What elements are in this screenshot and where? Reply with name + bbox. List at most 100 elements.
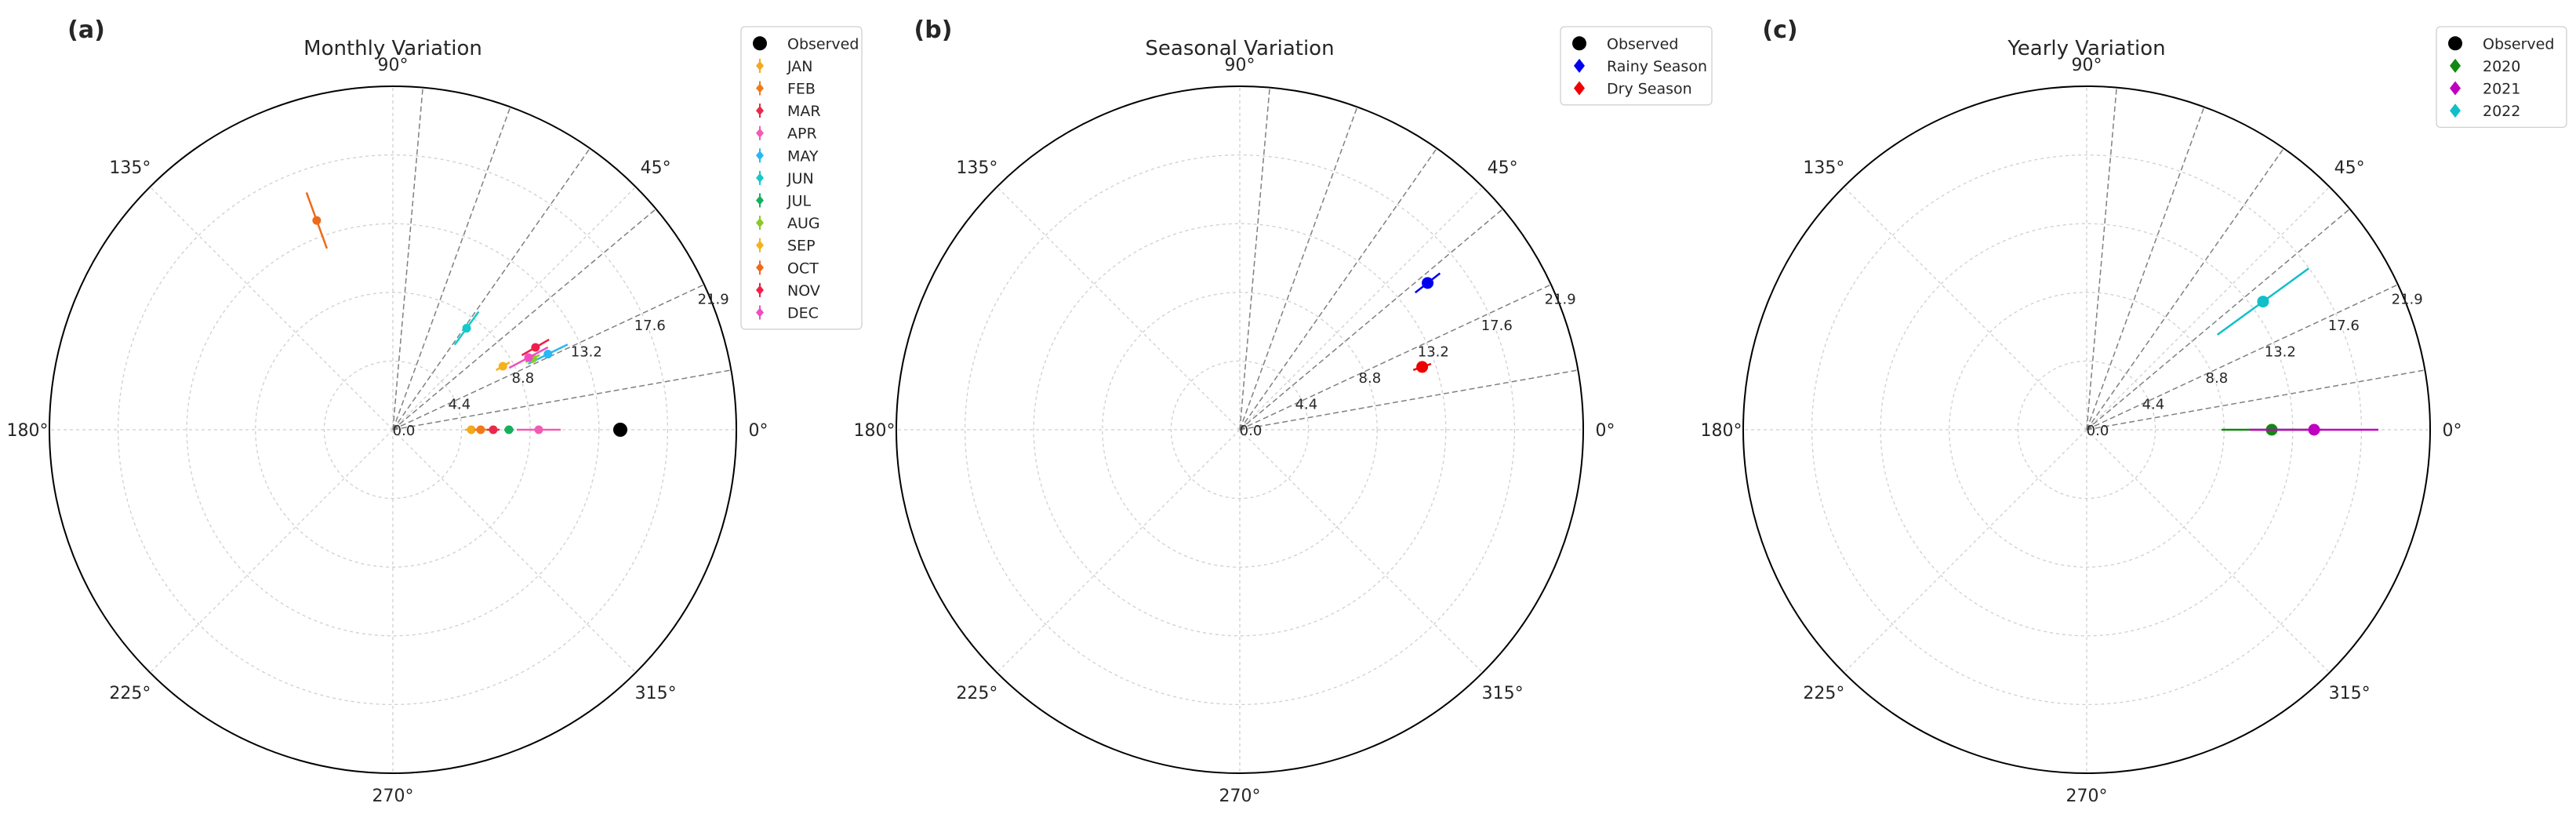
legend-label: 2022 bbox=[2483, 103, 2520, 120]
polar-panel-2: (b) Seasonal Variation 0° 45° 90° 135° 180° 225… bbox=[854, 16, 1713, 806]
legend-marker bbox=[756, 195, 764, 205]
grid-circle bbox=[964, 154, 1516, 706]
legend-label: JUL bbox=[787, 193, 812, 210]
legend-label: AUG bbox=[787, 215, 820, 232]
radial-tick-label: 0.0 bbox=[2087, 423, 2109, 439]
reference-line bbox=[1239, 208, 1504, 431]
reference-line bbox=[392, 369, 732, 431]
angle-tick-label: 90° bbox=[378, 56, 409, 75]
angle-tick-label: 180° bbox=[1701, 421, 1742, 441]
radial-tick-label: 13.2 bbox=[2265, 343, 2296, 360]
angle-tick-label: 270° bbox=[2066, 787, 2108, 806]
radial-tick-label: 4.4 bbox=[2142, 396, 2165, 412]
reference-line bbox=[1239, 147, 1437, 431]
panel-label: (b) bbox=[914, 16, 953, 44]
legend-marker bbox=[1572, 36, 1586, 51]
angle-tick-label: 180° bbox=[7, 421, 49, 441]
point-may bbox=[543, 350, 553, 359]
angle-tick-label: 225° bbox=[1803, 684, 1844, 703]
legend-marker bbox=[756, 218, 764, 228]
grid-circle bbox=[1033, 223, 1447, 637]
legend-label: JUN bbox=[787, 170, 814, 187]
angle-tick-label: 270° bbox=[1219, 787, 1261, 806]
legend-marker bbox=[2450, 104, 2461, 118]
grid-spoke bbox=[996, 429, 1241, 674]
angle-tick-label: 135° bbox=[109, 158, 151, 178]
angle-tick-label: 0° bbox=[2443, 421, 2462, 441]
grid-circle bbox=[1102, 292, 1378, 568]
legend-marker bbox=[756, 60, 764, 71]
reference-line bbox=[1239, 369, 1579, 431]
grid-spoke bbox=[392, 429, 637, 674]
angle-tick-label: 315° bbox=[1482, 684, 1524, 703]
radial-tick-label: 13.2 bbox=[1418, 343, 1449, 360]
radial-tick-label: 13.2 bbox=[571, 343, 602, 360]
legend-label: 2020 bbox=[2483, 58, 2520, 75]
reference-line bbox=[392, 147, 590, 431]
angle-tick-label: 315° bbox=[2329, 684, 2371, 703]
legend: Observed JAN FEB MAR APR MAY JUN JUL AUG SEP OCT NO… bbox=[740, 26, 863, 330]
legend-marker bbox=[756, 128, 764, 138]
reference-line bbox=[1239, 87, 1270, 431]
angle-tick-label: 45° bbox=[1488, 158, 1518, 178]
legend-label: APR bbox=[787, 125, 817, 143]
radial-tick-label: 8.8 bbox=[2206, 370, 2229, 387]
radial-tick-label: 8.8 bbox=[1359, 370, 1382, 387]
legend-marker bbox=[756, 83, 764, 93]
data-points bbox=[2216, 267, 2378, 436]
legend-marker bbox=[753, 36, 767, 51]
point-2022 bbox=[2257, 296, 2269, 308]
legend-marker bbox=[2450, 81, 2461, 96]
point-mar bbox=[489, 425, 498, 434]
reference-line bbox=[2086, 147, 2284, 431]
reference-line bbox=[2086, 208, 2351, 431]
polar-panel-1: (a) Monthly Variation 0° 45° 90° 135° 180° 225°… bbox=[7, 16, 863, 806]
angle-tick-label: 135° bbox=[956, 158, 997, 178]
legend-label: SEP bbox=[787, 238, 816, 255]
angle-tick-label: 90° bbox=[2072, 56, 2102, 75]
legend-label: 2021 bbox=[2483, 81, 2520, 98]
chart-title: Seasonal Variation bbox=[1145, 37, 1334, 60]
legend-frame bbox=[1560, 26, 1713, 106]
legend-label: Observed bbox=[1607, 35, 1678, 53]
angle-tick-label: 45° bbox=[641, 158, 671, 178]
grid bbox=[49, 86, 736, 773]
reference-line bbox=[2086, 107, 2205, 431]
legend-label: MAY bbox=[787, 147, 819, 165]
reference-line bbox=[2086, 369, 2425, 431]
legend-marker bbox=[2450, 58, 2461, 73]
grid-spoke bbox=[149, 186, 394, 431]
point-jun bbox=[462, 324, 471, 333]
legend: Observed Rainy Season Dry Season bbox=[1560, 26, 1713, 106]
legend-marker bbox=[756, 263, 764, 273]
panel-label: (a) bbox=[67, 16, 105, 44]
grid-spoke bbox=[2086, 186, 2331, 431]
point-2021 bbox=[2308, 423, 2320, 436]
angle-tick-label: 270° bbox=[372, 787, 414, 806]
reference-line bbox=[392, 208, 657, 431]
legend-frame bbox=[2436, 26, 2567, 129]
legend-marker bbox=[1574, 81, 1585, 96]
legend-label: Dry Season bbox=[1607, 81, 1692, 98]
grid-spoke bbox=[392, 186, 637, 431]
point-apr bbox=[534, 425, 543, 434]
legend-marker bbox=[756, 240, 764, 250]
legend-label: DEC bbox=[787, 305, 819, 322]
radial-tick-label: 4.4 bbox=[449, 396, 471, 412]
radial-tick-label: 21.9 bbox=[1545, 291, 1576, 307]
reference-line bbox=[392, 284, 705, 431]
data-points bbox=[305, 191, 627, 437]
chart-title: Yearly Variation bbox=[2007, 37, 2165, 60]
reference-line bbox=[1239, 107, 1358, 431]
angle-tick-label: 90° bbox=[1225, 56, 1255, 75]
grid bbox=[896, 86, 1583, 773]
legend: Observed 2020 2021 2022 bbox=[2436, 26, 2567, 129]
reference-line bbox=[392, 87, 423, 431]
grid-spoke bbox=[1843, 186, 2087, 431]
legend-frame bbox=[740, 26, 863, 330]
point-dry-season bbox=[1416, 361, 1429, 373]
legend-label: MAR bbox=[787, 103, 821, 120]
radial-tick-label: 17.6 bbox=[634, 318, 666, 334]
polar-panel-3: (c) Yearly Variation 0° 45° 90° 135° 180° 225° 2… bbox=[1701, 16, 2567, 806]
